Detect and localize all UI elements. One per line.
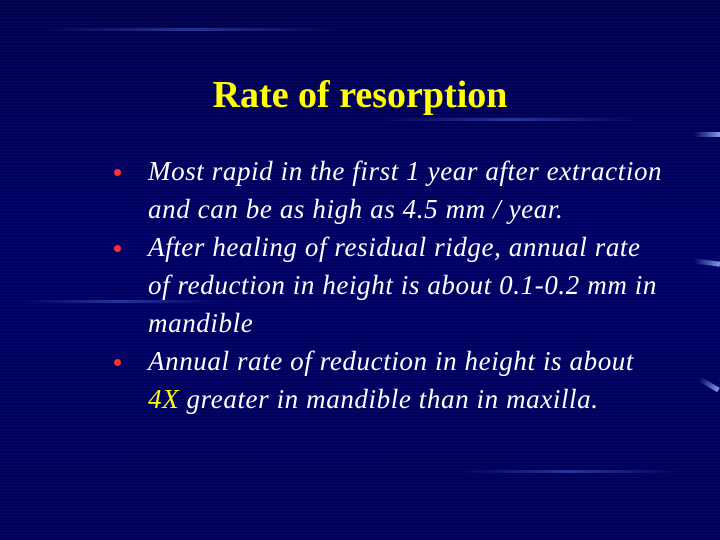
bullet-item: Annual rate of reduction in height is ab… bbox=[108, 342, 668, 418]
bullet-text: After healing of residual ridge, annual … bbox=[148, 232, 657, 338]
bullet-dot-icon bbox=[114, 169, 121, 176]
slide-title: Rate of resorption bbox=[212, 74, 508, 116]
edge-decoration bbox=[698, 376, 720, 393]
background-streak bbox=[20, 300, 220, 303]
bullet-dot-icon bbox=[114, 245, 121, 252]
bullet-text: Most rapid in the first 1 year after ext… bbox=[148, 156, 663, 224]
bullet-item: Most rapid in the first 1 year after ext… bbox=[108, 152, 668, 228]
highlighted-value: 4X bbox=[148, 384, 180, 414]
bullet-text-before: Annual rate of reduction in height is ab… bbox=[148, 346, 635, 376]
bullet-item: After healing of residual ridge, annual … bbox=[108, 228, 668, 342]
bullet-text-after: greater in mandible than in maxilla. bbox=[179, 384, 599, 414]
background-streak bbox=[460, 470, 680, 473]
edge-decoration bbox=[694, 132, 720, 137]
background-streak bbox=[40, 28, 340, 31]
bullet-dot-icon bbox=[114, 359, 121, 366]
bullet-list: Most rapid in the first 1 year after ext… bbox=[108, 152, 668, 418]
edge-decoration bbox=[693, 258, 720, 267]
background-streak bbox=[380, 118, 640, 121]
